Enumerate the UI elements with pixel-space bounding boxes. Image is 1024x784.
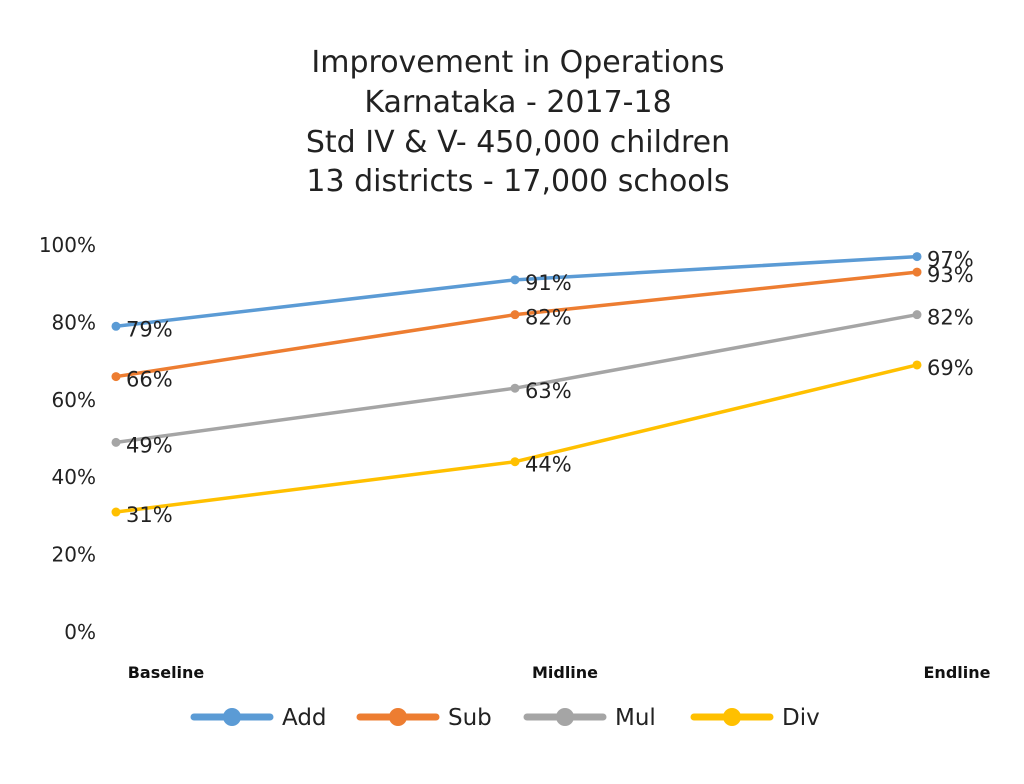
title-line-3: Std IV & V- 450,000 children [306,125,730,160]
data-label-add: 91% [525,271,572,295]
legend-item-mul: Mul [523,705,656,731]
legend-item-div: Div [690,705,820,731]
data-label-sub: 66% [126,368,173,392]
data-point-mul [111,437,121,447]
x-tick-label: Endline [924,663,991,682]
data-label-mul: 63% [525,379,572,403]
data-label-mul: 49% [126,433,173,457]
data-point-div [912,360,922,370]
data-point-div [510,457,520,467]
data-label-add: 79% [126,317,173,341]
data-point-sub [510,310,520,320]
legend-marker-div [723,708,741,726]
series-line-mul [114,312,919,445]
data-point-add [111,321,121,331]
legend-label-add: Add [282,705,327,731]
legend-label-mul: Mul [615,705,656,731]
x-axis: Baseline Midline Endline [128,663,991,682]
data-label-add: 97% [927,248,974,272]
y-tick-label: 0% [64,620,96,644]
title-line-2: Karnataka - 2017-18 [364,85,671,120]
data-point-mul [912,310,922,320]
data-point-sub [912,267,922,277]
data-label-div: 31% [126,503,173,527]
y-tick-label: 60% [52,388,96,412]
data-label-div: 44% [525,453,572,477]
title-line-1: Improvement in Operations [311,45,724,80]
data-point-sub [111,372,121,382]
y-tick-label: 100% [39,233,96,257]
data-label-mul: 82% [927,306,974,330]
data-label-sub: 82% [525,306,572,330]
legend-label-div: Div [782,705,820,731]
data-labels: 79% 91% 97% 66% 82% 93% 49% 63% 82% 31% 44% 69% [126,248,974,527]
data-label-sub: 93% [927,263,974,287]
series-line-sub [114,270,919,379]
title-line-4: 13 districts - 17,000 schools [306,164,729,199]
y-axis: 0% 20% 40% 60% 80% 100% [39,233,96,644]
x-tick-label: Midline [532,663,598,682]
data-label-div: 69% [927,356,974,380]
legend-item-sub: Sub [356,705,492,731]
y-tick-label: 40% [52,465,96,489]
legend-marker-add [223,708,241,726]
legend-marker-sub [389,708,407,726]
y-tick-label: 80% [52,310,96,334]
x-tick-label: Baseline [128,663,205,682]
legend-marker-mul [556,708,574,726]
legend-label-sub: Sub [448,705,492,731]
y-tick-label: 20% [52,543,96,567]
series-layer [111,252,922,517]
data-point-add [912,252,922,262]
legend-item-add: Add [190,705,327,731]
data-point-mul [510,383,520,393]
data-point-add [510,275,520,285]
legend: Add Sub Mul Div [190,705,820,731]
chart-title: Improvement in Operations Karnataka - 20… [306,45,730,199]
data-point-div [111,507,121,517]
